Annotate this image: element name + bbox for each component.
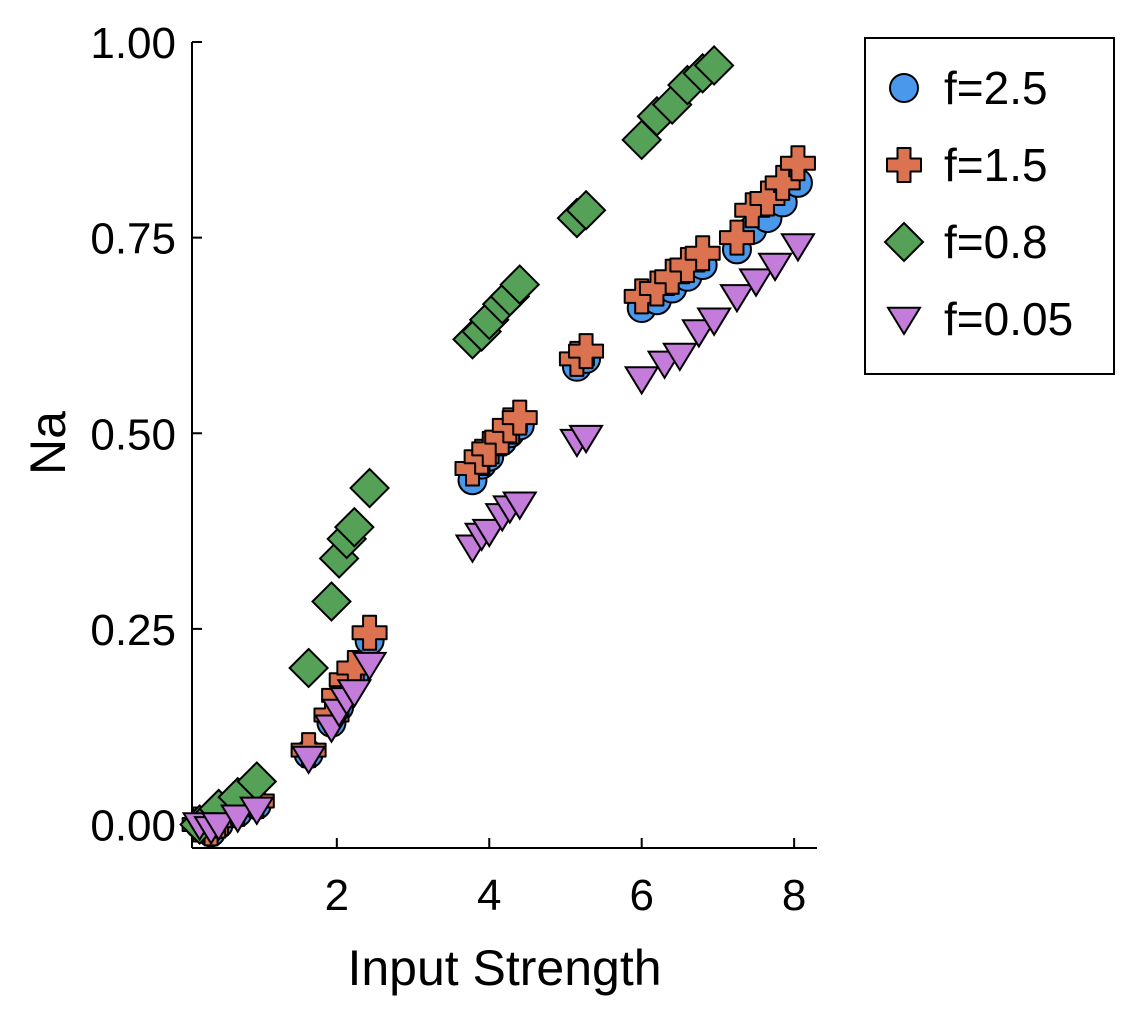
data-point	[780, 233, 816, 263]
legend-item: f=0.05	[886, 293, 1073, 345]
x-tick-label: 2	[325, 871, 349, 920]
data-point	[681, 319, 717, 349]
data-point	[718, 219, 755, 256]
data-point	[501, 399, 538, 436]
legend-marker	[889, 73, 919, 103]
legend-items: f=2.5 f=1.5 f=0.8 f=0.05	[883, 62, 1073, 345]
y-tick-label: 0.50	[90, 410, 176, 459]
data-point	[288, 647, 330, 689]
data-point	[684, 235, 721, 272]
x-axis-label: Input Strength	[347, 940, 661, 996]
legend-label: f=2.5	[944, 62, 1048, 114]
data-point	[757, 252, 793, 282]
data-point	[349, 467, 391, 509]
data-point	[779, 145, 816, 182]
x-tick-label: 8	[782, 871, 806, 920]
data-point	[719, 284, 755, 314]
data-point	[501, 491, 538, 521]
data-point	[568, 424, 604, 455]
data-point	[662, 342, 698, 372]
data-point	[568, 333, 605, 370]
legend-marker	[886, 306, 922, 336]
x-tick-label: 6	[629, 871, 653, 920]
x-tick-label: 4	[477, 871, 501, 920]
data-point	[200, 812, 237, 842]
data-point	[749, 180, 786, 217]
legend-marker	[883, 221, 925, 263]
data-point	[623, 366, 660, 396]
data-point	[738, 268, 774, 298]
data-point	[764, 164, 801, 201]
data-point	[693, 45, 735, 86]
y-tick-label: 0.25	[90, 606, 176, 655]
data-point	[336, 679, 373, 709]
legend: f=2.5 f=1.5 f=0.8 f=0.05	[864, 37, 1115, 375]
data-point	[499, 264, 541, 305]
data-point	[696, 307, 732, 337]
plot-marks	[179, 45, 816, 848]
data-point	[565, 189, 607, 231]
legend-item: f=1.5	[886, 139, 1048, 191]
legend-label: f=0.8	[944, 216, 1048, 268]
x-ticks: 2 4 6 8	[325, 838, 806, 920]
series-f=0.05	[181, 233, 816, 846]
y-ticks: 0.00 0.25 0.50 0.75 1.00	[90, 19, 202, 851]
data-point	[471, 518, 508, 548]
series-f=0.8	[179, 45, 735, 845]
y-axis-label: Na	[20, 411, 76, 475]
data-point	[333, 506, 375, 548]
legend-item: f=2.5	[889, 62, 1048, 114]
data-point	[290, 745, 327, 775]
data-point	[239, 796, 275, 826]
legend-marker	[886, 147, 922, 183]
y-tick-label: 1.00	[90, 19, 176, 68]
data-point	[219, 804, 256, 834]
y-tick-label: 0.00	[90, 802, 176, 851]
data-point	[311, 581, 352, 622]
legend-label: f=0.05	[944, 293, 1073, 345]
legend-label: f=1.5	[944, 139, 1048, 191]
data-point	[351, 614, 388, 651]
data-point	[351, 651, 388, 682]
axes: 2 4 6 8 0.00 0.25 0.50 0.75 1.00 Input Strength…	[20, 19, 817, 996]
y-tick-label: 0.75	[90, 215, 176, 264]
legend-item: f=0.8	[883, 216, 1048, 268]
